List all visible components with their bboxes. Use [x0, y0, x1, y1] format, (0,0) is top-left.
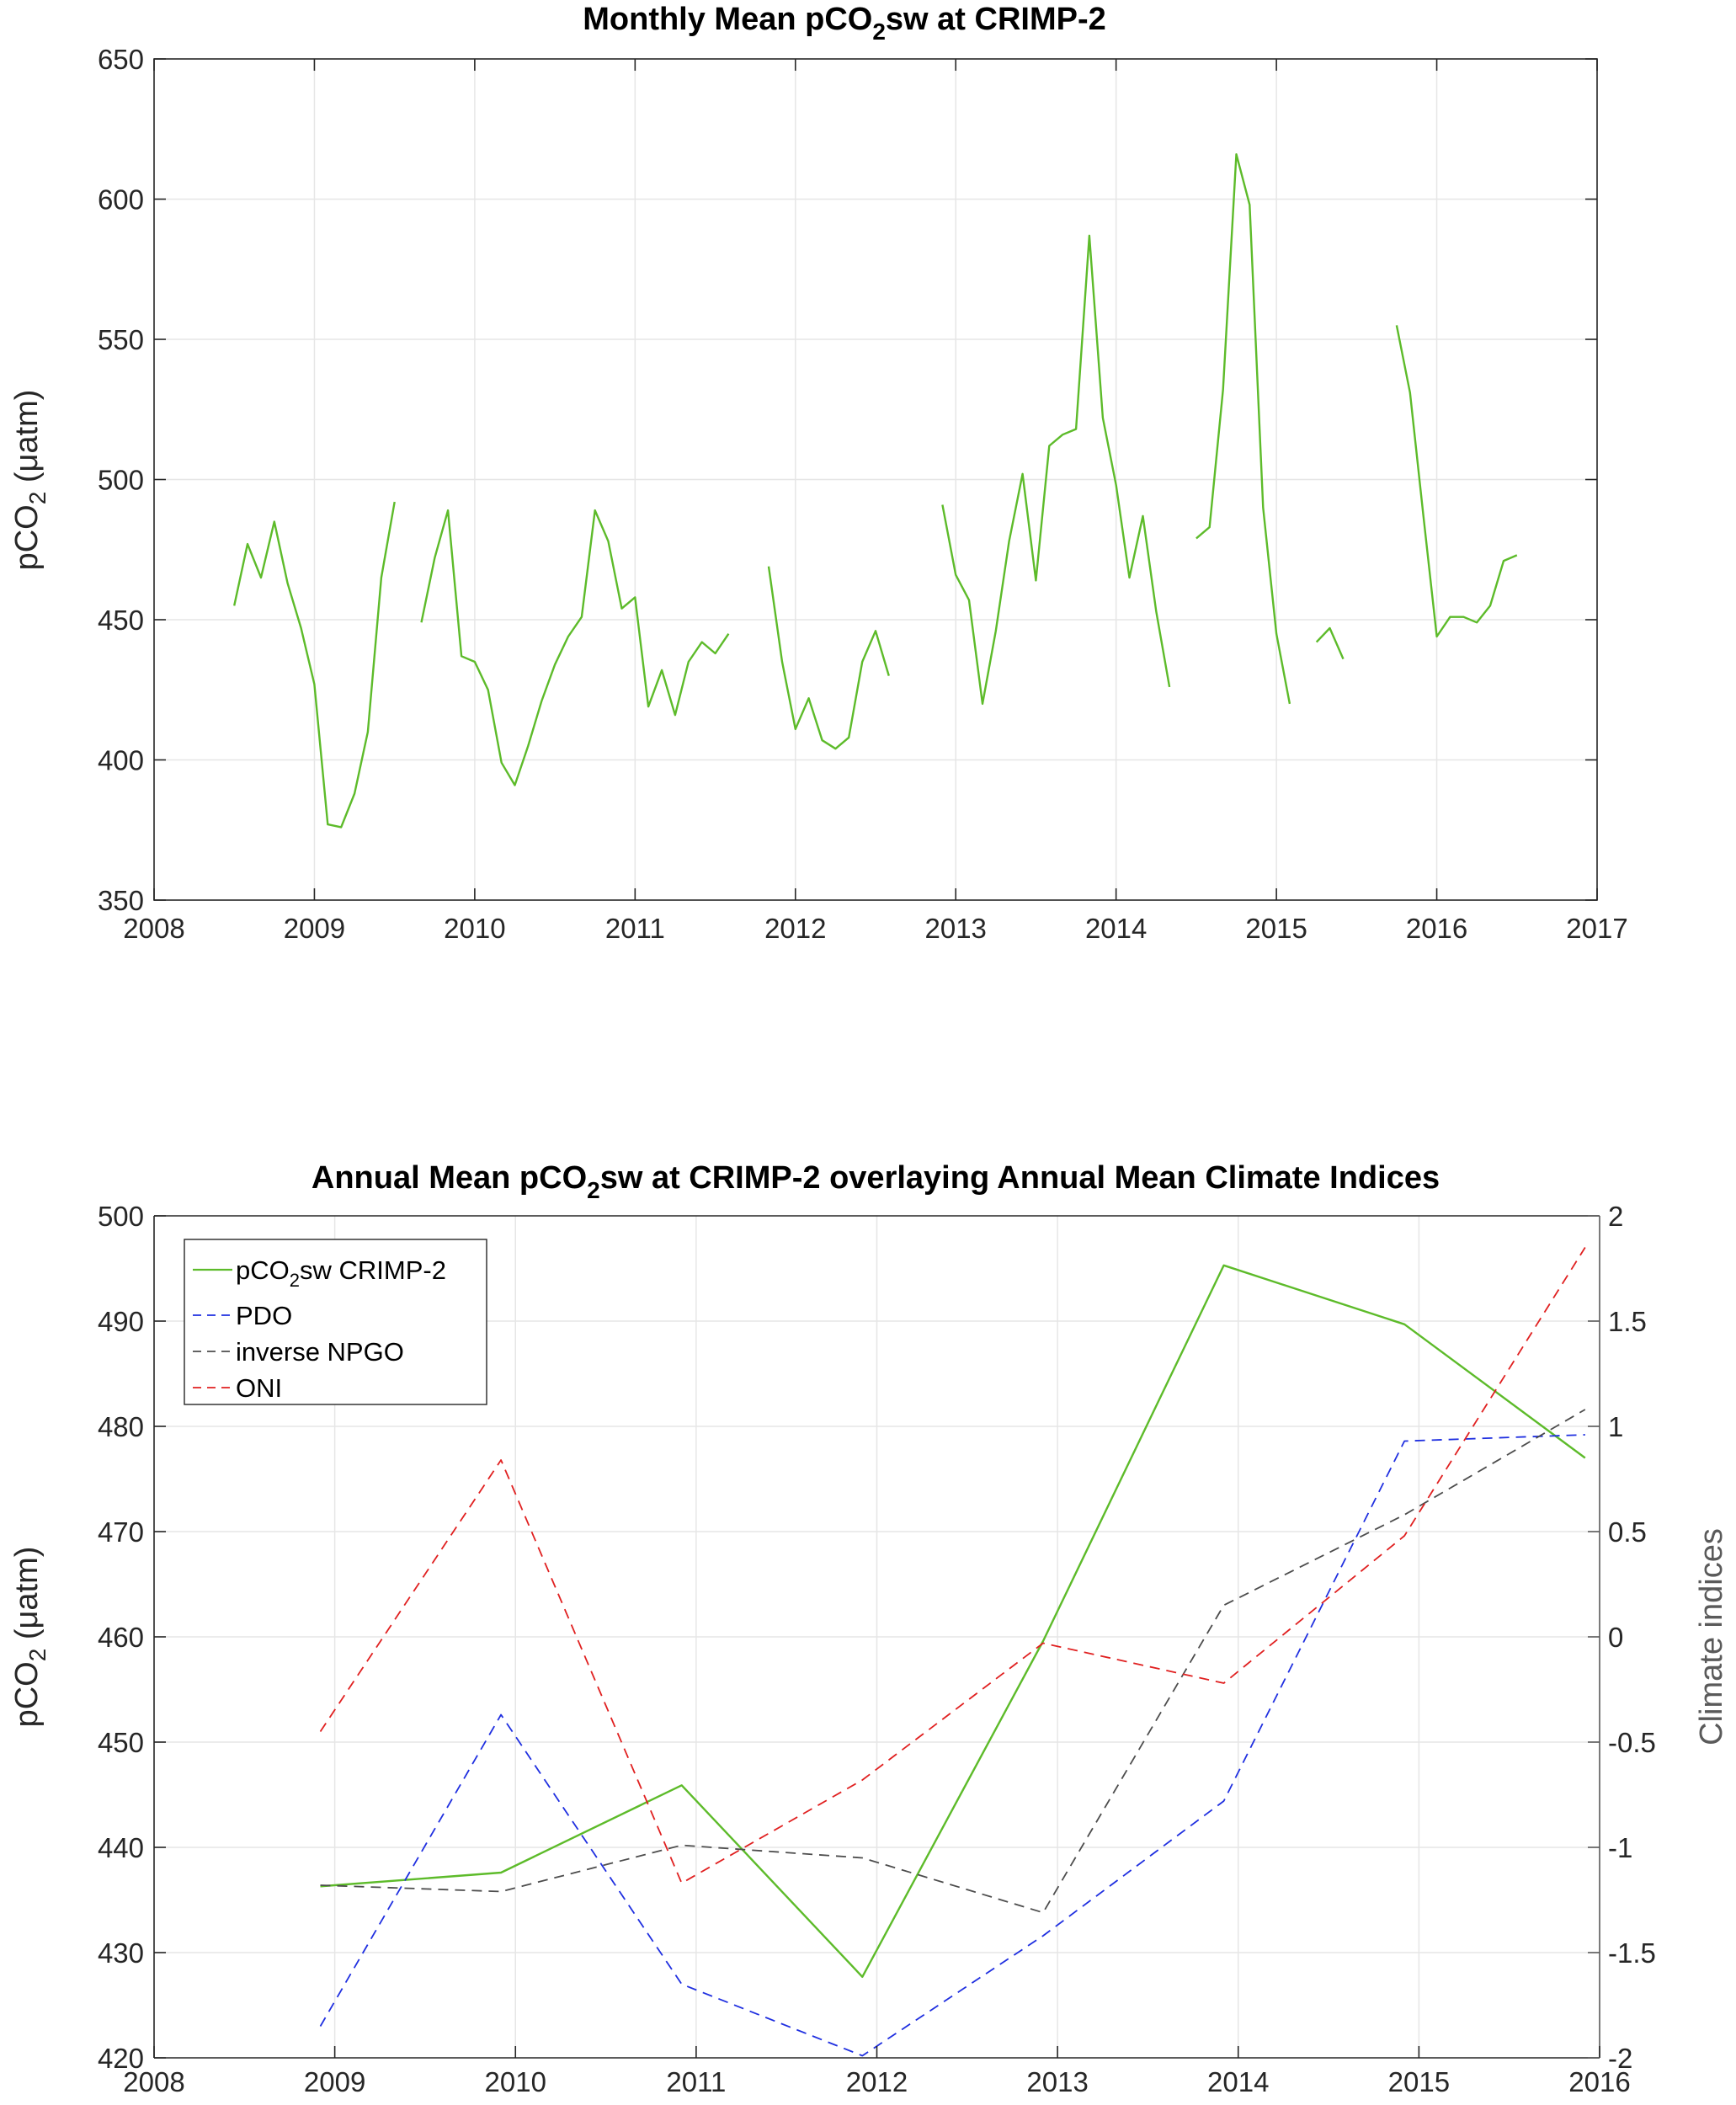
- annual-y-tick-label: 460: [98, 1622, 144, 1653]
- monthly-pco2-line-segment: [1195, 153, 1291, 705]
- annual-x-tick-label: 2009: [304, 2066, 365, 2097]
- legend-label-npgo: inverse NPGO: [236, 1337, 404, 1367]
- monthly-y-tick-label: 400: [98, 745, 144, 776]
- annual-y-tick-label: 480: [98, 1411, 144, 1442]
- annual-y-tick-label: 500: [98, 1201, 144, 1232]
- annual-y2-tick-label: 2: [1608, 1201, 1623, 1232]
- monthly-x-tick-label: 2011: [605, 913, 665, 944]
- annual-x-tick-label: 2012: [846, 2066, 908, 2097]
- annual-y2-tick-label: 1.5: [1608, 1306, 1647, 1337]
- annual-y2-tick-label: 1: [1608, 1411, 1623, 1442]
- monthly-y-tick-label: 450: [98, 605, 144, 636]
- annual-chart-tick-marks: [153, 1215, 1600, 2059]
- annual-series-inverse-npgo: [320, 1409, 1586, 1914]
- monthly-x-tick-label: 2014: [1085, 913, 1147, 944]
- monthly-chart-y-axis-label: pCO2 (μatm): [9, 390, 51, 571]
- annual-x-tick-label: 2008: [123, 2066, 184, 2097]
- annual-y-tick-label: 470: [98, 1516, 144, 1548]
- monthly-y-tick-label: 500: [98, 465, 144, 496]
- monthly-chart-title: Monthly Mean pCO2sw at CRIMP-2: [583, 2, 1106, 45]
- monthly-chart-grid: [154, 59, 1597, 900]
- annual-chart-y2-tick-labels: -2 -1.5 -1 -0.5 0 0.5 1 1.5 2: [1608, 1201, 1656, 2074]
- monthly-y-tick-label: 350: [98, 885, 144, 916]
- monthly-y-tick-label: 650: [98, 44, 144, 75]
- annual-y-tick-label: 420: [98, 2043, 144, 2074]
- annual-y2-tick-label: -1: [1608, 1832, 1632, 1863]
- annual-y-tick-label: 430: [98, 1937, 144, 1969]
- annual-x-tick-label: 2015: [1388, 2066, 1450, 2097]
- monthly-x-tick-label: 2015: [1245, 913, 1307, 944]
- annual-y-tick-label: 490: [98, 1306, 144, 1337]
- monthly-y-tick-label: 600: [98, 184, 144, 216]
- annual-chart-y-tick-labels: 420 430 440 450 460 470 480 490 500: [98, 1201, 144, 2074]
- annual-chart-y-axis-label: pCO2 (μatm): [9, 1547, 51, 1728]
- legend-entry-oni: ONI: [193, 1373, 282, 1403]
- monthly-x-tick-label: 2009: [284, 913, 345, 944]
- monthly-x-tick-label: 2013: [925, 913, 987, 944]
- annual-series-oni: [319, 1247, 1586, 1884]
- annual-x-tick-label: 2016: [1568, 2066, 1630, 2097]
- monthly-chart-series: [233, 153, 1518, 829]
- annual-chart: Annual Mean pCO2sw at CRIMP-2 overlaying…: [9, 1160, 1729, 2097]
- legend-entry-npgo: inverse NPGO: [193, 1337, 404, 1367]
- annual-y2-tick-label: -2: [1608, 2043, 1632, 2074]
- monthly-x-tick-label: 2017: [1566, 913, 1627, 944]
- annual-y2-tick-label: -1.5: [1608, 1937, 1656, 1969]
- monthly-pco2-line-segment: [767, 566, 890, 750]
- annual-chart-title: Annual Mean pCO2sw at CRIMP-2 overlaying…: [312, 1160, 1440, 1203]
- monthly-x-tick-label: 2016: [1406, 913, 1467, 944]
- annual-y-tick-label: 440: [98, 1832, 144, 1863]
- annual-series-pdo: [319, 1434, 1585, 2057]
- monthly-pco2-line-segment: [941, 234, 1171, 706]
- monthly-x-tick-label: 2008: [123, 913, 184, 944]
- monthly-pco2-line-segment: [1315, 626, 1345, 660]
- annual-y-tick-label: 450: [98, 1727, 144, 1758]
- monthly-y-tick-label: 550: [98, 324, 144, 355]
- annual-x-tick-label: 2011: [666, 2066, 726, 2097]
- legend-box: [184, 1239, 487, 1405]
- legend-label-oni: ONI: [236, 1373, 282, 1403]
- annual-y2-tick-label: 0.5: [1608, 1516, 1647, 1548]
- legend-label-pdo: PDO: [236, 1301, 292, 1330]
- monthly-pco2-line-segment: [233, 501, 396, 829]
- legend-label-pco2: pCO2sw CRIMP-2: [236, 1255, 446, 1291]
- monthly-x-tick-label: 2012: [764, 913, 826, 944]
- monthly-pco2-line-segment: [420, 509, 730, 786]
- annual-chart-legend: pCO2sw CRIMP-2 PDO inverse NPGO ONI: [184, 1239, 487, 1405]
- monthly-x-tick-label: 2010: [444, 913, 505, 944]
- legend-entry-pdo: PDO: [193, 1301, 292, 1330]
- annual-chart-x-tick-labels: 2008 2009 2010 2011 2012 2013 2014 2015 2016: [123, 2066, 1630, 2097]
- monthly-chart: Monthly Mean pCO2sw at CRIMP-2 2008 2009 2…: [9, 2, 1628, 944]
- annual-y2-tick-label: -0.5: [1608, 1727, 1656, 1758]
- annual-x-tick-label: 2013: [1026, 2066, 1088, 2097]
- annual-series-pco2sw-crimp-2: [320, 1264, 1586, 1978]
- monthly-chart-y-tick-labels: 350 400 450 500 550 600 650: [98, 44, 144, 916]
- annual-x-tick-label: 2010: [485, 2066, 546, 2097]
- annual-chart-series: [319, 1247, 1586, 2057]
- annual-y2-tick-label: 0: [1608, 1622, 1623, 1653]
- monthly-chart-tick-marks: [153, 58, 1598, 901]
- monthly-chart-x-tick-labels: 2008 2009 2010 2011 2012 2013 2014 2015 2016 2017: [123, 913, 1627, 944]
- annual-x-tick-label: 2014: [1207, 2066, 1269, 2097]
- legend-entry-pco2: pCO2sw CRIMP-2: [193, 1255, 446, 1291]
- annual-chart-y2-axis-label: Climate indices: [1694, 1528, 1729, 1745]
- monthly-pco2-line-segment: [1395, 325, 1518, 638]
